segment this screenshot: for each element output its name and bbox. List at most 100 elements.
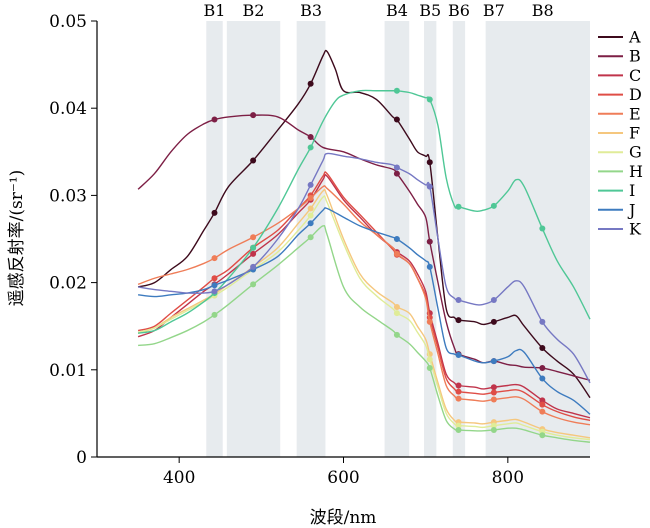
x-axis-label: 波段/nm (310, 508, 377, 528)
x-tick-label-800: 800 (492, 468, 524, 488)
series-j-marker-1 (211, 282, 218, 289)
series-k-marker-3 (307, 181, 314, 188)
legend-label-c: C (629, 66, 641, 85)
series-b-marker-3 (307, 133, 314, 140)
legend-label-k: K (629, 220, 642, 239)
series-h-marker-4 (393, 331, 400, 338)
legend-label-d: D (629, 85, 642, 104)
series-h-marker-1 (211, 311, 218, 318)
series-h-marker-8 (539, 432, 546, 439)
series-line-h (138, 224, 591, 443)
ticks-layer: 400 600 800 0 0.01 0.02 0.03 0.04 0.05 (49, 12, 524, 488)
series-d-marker-6 (455, 388, 462, 395)
band-shade-b6 (452, 21, 466, 457)
y-tick-label-2: 0.02 (49, 274, 87, 294)
series-h-marker-2 (250, 281, 257, 288)
series-b-marker-4 (393, 170, 400, 177)
series-e-marker-6 (455, 395, 462, 402)
series-i-marker-7 (490, 202, 497, 209)
series-a-marker-8 (539, 345, 546, 351)
series-line-c (137, 174, 591, 419)
band-label-b6: B6 (448, 1, 470, 20)
band-shade-b8 (495, 21, 590, 457)
series-i-marker-3 (307, 144, 314, 151)
series-line-g (137, 195, 591, 441)
series-b-marker-5 (426, 238, 433, 245)
y-tick-label-0: 0 (76, 448, 87, 468)
y-tick-label-1: 0.01 (49, 361, 87, 381)
series-h-marker-3 (307, 234, 314, 241)
x-tick-label-600: 600 (327, 468, 359, 488)
series-line-j (138, 207, 591, 415)
series-c-marker-2 (250, 250, 257, 257)
series-g-marker-6 (455, 422, 462, 429)
legend-label-b: B (629, 47, 641, 66)
band-label-b7: B7 (483, 1, 505, 20)
y-tick-label-5: 0.05 (49, 12, 87, 32)
band-label-b2: B2 (243, 1, 265, 20)
series-h-marker-5 (426, 365, 433, 372)
series-c-marker-8 (539, 397, 546, 404)
series-i-marker-5 (426, 96, 433, 103)
series-j-marker-8 (539, 375, 546, 382)
band-label-b5: B5 (419, 1, 441, 20)
series-b-marker-2 (250, 112, 257, 119)
series-g-marker-4 (393, 310, 400, 317)
series-g-marker-7 (490, 422, 497, 429)
series-i-marker-6 (455, 203, 462, 210)
series-k-marker-7 (490, 297, 497, 304)
legend-label-g: G (629, 143, 642, 162)
series-k-marker-4 (393, 164, 400, 171)
series-a-marker-3 (307, 80, 314, 87)
series-f-marker-3 (307, 205, 314, 212)
x-tick-label-400: 400 (163, 468, 195, 488)
series-a-marker-5 (426, 159, 433, 166)
series-j-marker-4 (393, 236, 400, 242)
series-line-e (137, 185, 591, 426)
series-k-marker-8 (539, 318, 546, 325)
series-b-marker-8 (539, 365, 546, 372)
series-c-marker-7 (490, 384, 497, 391)
legend-label-e: E (629, 104, 641, 123)
series-e-marker-8 (539, 408, 546, 415)
series-h-marker-7 (490, 426, 497, 433)
band-shading-layer: B1 B2 B3 B4 B5 B6 B7 B8 (204, 1, 590, 457)
series-d-marker-1 (211, 275, 218, 282)
series-a-marker-7 (490, 318, 497, 325)
series-d-marker-7 (490, 389, 497, 396)
series-layer (137, 49, 591, 443)
y-tick-label-4: 0.04 (49, 99, 87, 119)
series-b-marker-1 (211, 116, 218, 123)
series-i-marker-8 (539, 225, 546, 232)
series-h-marker-6 (455, 426, 462, 433)
series-k-marker-6 (455, 297, 462, 304)
band-label-b4: B4 (386, 1, 408, 20)
series-j-marker-6 (455, 351, 462, 358)
band-label-b8: B8 (532, 1, 554, 20)
legend-label-a: A (628, 28, 641, 47)
series-e-marker-3 (307, 195, 314, 202)
series-line-b (137, 114, 591, 381)
series-e-marker-1 (211, 255, 218, 262)
series-e-marker-7 (490, 396, 497, 403)
y-axis-label: 遥感反射率/(sr⁻¹) (7, 170, 27, 307)
series-j-marker-7 (490, 358, 497, 365)
legend-label-j: J (627, 200, 635, 219)
series-i-marker-2 (250, 244, 257, 251)
series-f-marker-4 (393, 304, 400, 311)
band-shade-b1 (206, 21, 223, 457)
band-label-b1: B1 (204, 1, 226, 20)
band-label-b3: B3 (300, 1, 322, 20)
series-j-marker-5 (426, 263, 433, 270)
y-tick-label-3: 0.03 (49, 186, 87, 206)
series-g-marker-5 (426, 356, 433, 363)
series-g-marker-3 (307, 212, 314, 219)
series-k-marker-5 (426, 183, 433, 190)
legend-label-i: I (629, 181, 635, 200)
series-a-marker-1 (211, 209, 218, 216)
series-a-marker-2 (250, 157, 257, 164)
series-j-marker-3 (307, 220, 314, 227)
series-k-marker-1 (211, 288, 218, 295)
